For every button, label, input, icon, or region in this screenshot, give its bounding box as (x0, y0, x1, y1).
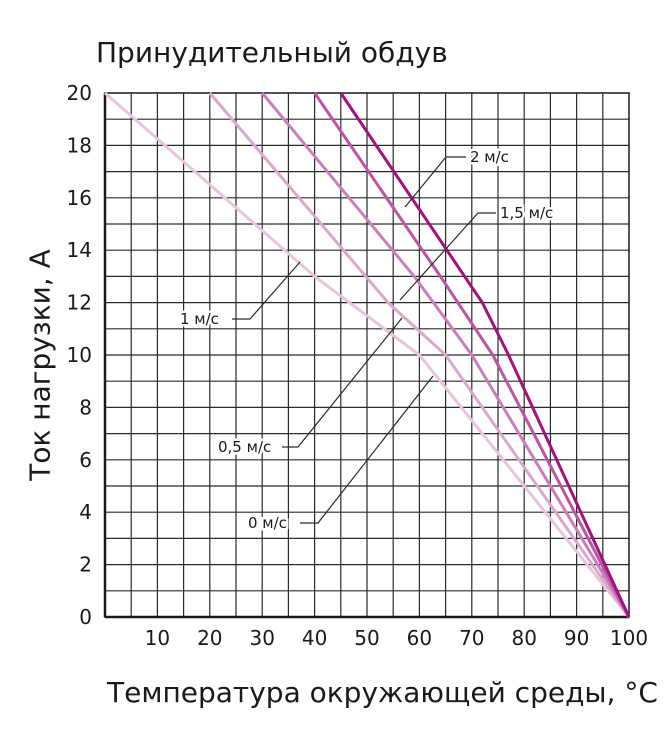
y-tick-label: 6 (79, 448, 92, 472)
callout-leader-line (300, 375, 434, 524)
y-tick-label: 0 (79, 605, 92, 629)
series-line (104, 91, 631, 618)
x-tick-label: 50 (354, 626, 379, 650)
axes (103, 92, 630, 619)
callout-leader-line (399, 212, 496, 301)
x-tick-label: 90 (564, 626, 589, 650)
series-lines (104, 91, 631, 618)
callout-label: 0,5 м/с (218, 438, 271, 456)
y-tick-label: 18 (67, 133, 92, 157)
y-tick-label: 16 (67, 186, 92, 210)
callout-leader-line (404, 156, 466, 208)
y-tick-label: 14 (67, 238, 92, 262)
series-line (261, 92, 631, 618)
x-tick-label: 100 (610, 626, 648, 650)
x-tick-label: 60 (407, 626, 432, 650)
series-line (339, 92, 631, 618)
callout-label: 2 м/с (470, 148, 509, 166)
series-line (313, 92, 631, 618)
callouts: 2 м/с 1,5 м/с 1 м/с 0,5 м/с 0 м/с (178, 146, 556, 535)
x-tick-label: 70 (459, 626, 484, 650)
y-tick-label: 8 (79, 395, 92, 419)
x-tick-label: 20 (197, 626, 222, 650)
callout-label: 1 м/с (180, 310, 219, 328)
y-tick-label: 10 (67, 343, 92, 367)
y-tick-label: 12 (67, 291, 92, 315)
x-tick-label: 30 (249, 626, 274, 650)
y-tick-label: 20 (67, 81, 92, 105)
callout-label: 1,5 м/с (500, 204, 553, 222)
y-tick-label: 2 (79, 553, 92, 577)
callout-leader-line (232, 261, 301, 320)
x-tick-label: 10 (145, 626, 170, 650)
tick-labels: 10 20 30 40 50 60 70 80 90 100 0 2 4 6 8 10 12 14 16 18 20 (67, 81, 649, 650)
chart-title: Принудительный обдув (96, 36, 448, 69)
y-tick-label: 4 (79, 500, 92, 524)
x-tick-label: 40 (302, 626, 327, 650)
callout-leader-line (282, 317, 403, 448)
x-tick-label: 80 (511, 626, 536, 650)
callout-label: 0 м/с (248, 514, 287, 532)
x-axis-label: Температура окружающей среды, °C (107, 676, 658, 709)
series-line (208, 92, 631, 618)
